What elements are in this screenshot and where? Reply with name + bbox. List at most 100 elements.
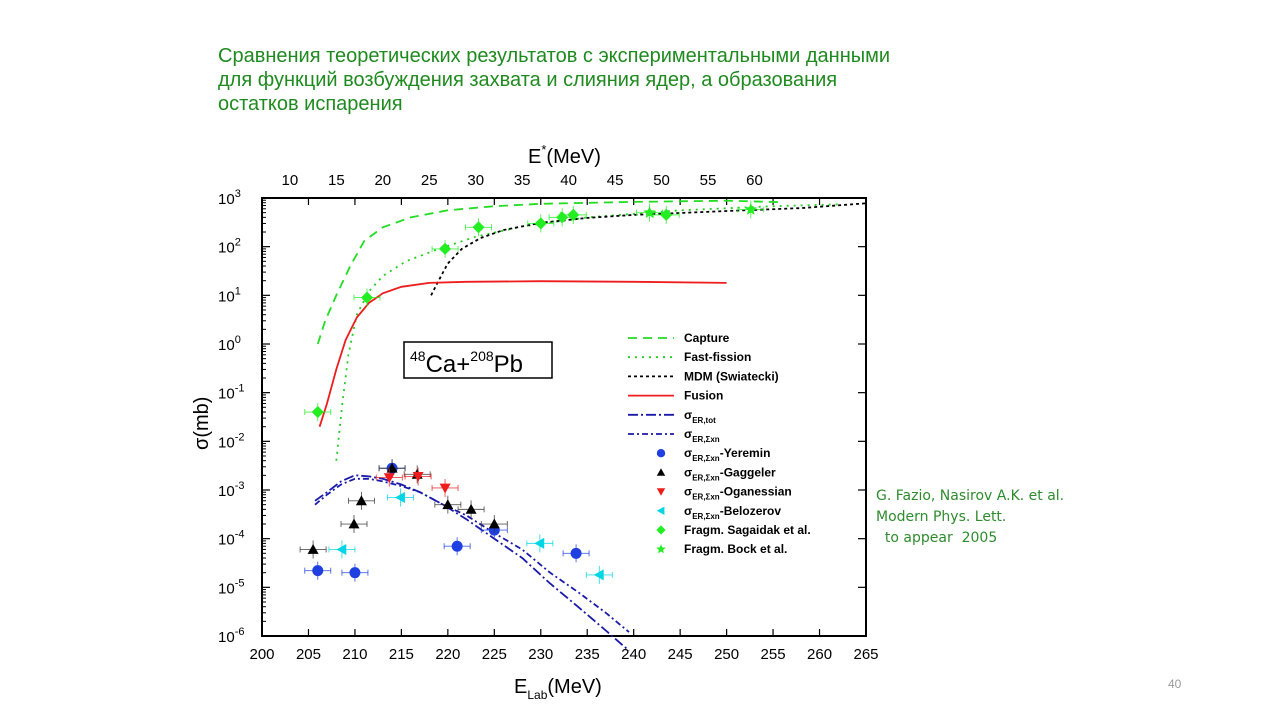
top-x-tick-label: 10	[282, 172, 299, 189]
legend: Capture Fast-fission MDM (Swiatecki) Fusion…	[628, 331, 811, 556]
top-x-tick-label: 55	[700, 172, 717, 189]
top-x-tick-label: 15	[328, 172, 345, 189]
x-tick-label: 200	[249, 646, 274, 663]
legend-label: MDM (Swiatecki)	[684, 369, 779, 383]
x-tick-label: 260	[807, 646, 832, 663]
plot-frame	[261, 197, 867, 637]
y-tick-label: 101	[218, 285, 241, 305]
point-diamond	[567, 208, 580, 221]
point-triangle-up	[488, 518, 500, 529]
x-tick-label: 265	[853, 646, 878, 663]
point-diamond	[472, 221, 485, 234]
x-tick-label: 215	[389, 646, 414, 663]
top-x-tick-label: 40	[560, 172, 577, 189]
point-triangle-up	[442, 499, 454, 510]
point-triangle-up	[465, 503, 477, 514]
curve-mdm-swiatecki-	[430, 202, 867, 296]
point-star	[744, 203, 757, 215]
y-tick-label: 10-1	[218, 383, 244, 403]
point-triangle-left	[395, 492, 405, 503]
point-triangle-up	[355, 495, 367, 506]
legend-label: Capture	[684, 331, 730, 345]
top-axis-label: E*(MeV)	[528, 142, 601, 168]
reference-note: G. Fazio, Nasirov A.K. et al. Modern Phy…	[876, 486, 1064, 549]
point-star	[656, 544, 666, 554]
point-triangle-left	[336, 544, 347, 555]
model-curves	[314, 199, 867, 652]
point-triangle-down	[383, 473, 395, 484]
reference-line-1: G. Fazio, Nasirov A.K. et al.	[876, 488, 1065, 504]
slide-title: Сравнения теоретических результатов с эк…	[218, 44, 1078, 116]
point-diamond	[556, 211, 569, 224]
point-triangle-down	[412, 472, 424, 482]
legend-label: σER,Σxn-Yeremin	[684, 446, 770, 463]
reaction-label: 48Ca+208Pb	[410, 348, 523, 378]
point-triangle-left	[593, 569, 604, 581]
curve-fusion	[318, 280, 727, 427]
x-tick-label: 205	[296, 646, 321, 663]
point-diamond	[660, 208, 673, 221]
point-diamond	[311, 406, 324, 419]
point-triangle-up	[656, 468, 666, 476]
y-tick-label: 10-2	[218, 431, 244, 451]
point-diamond	[656, 525, 666, 535]
curve-capture	[316, 199, 783, 345]
experimental-points	[299, 200, 765, 584]
y-tick-label: 10-4	[218, 529, 244, 549]
point-circle	[349, 567, 361, 579]
x-tick-label: 255	[761, 646, 786, 663]
point-triangle-up	[348, 518, 360, 529]
y-tick-label: 10-3	[218, 480, 244, 500]
legend-label: Fragm. Sagaidak et al.	[684, 523, 811, 537]
legend-label: σER,Σxn-Oganessian	[684, 485, 792, 502]
x-axis-label: ELab(MeV)	[514, 676, 602, 702]
legend-label: σER,tot	[684, 408, 716, 425]
page-number: 40	[1168, 677, 1182, 691]
point-circle	[656, 449, 666, 458]
y-tick-label: 103	[218, 188, 241, 208]
x-tick-label: 235	[575, 646, 600, 663]
point-circle	[451, 540, 463, 552]
point-triangle-up	[307, 544, 319, 554]
point-star	[643, 206, 656, 218]
point-triangle-left	[534, 537, 545, 549]
top-x-tick-label: 20	[374, 172, 391, 189]
x-tick-label: 220	[435, 646, 460, 663]
title-line-1: Сравнения теоретических результатов с эк…	[218, 45, 891, 67]
axis-ticks: 200 205 210 215 220 225 230 235 240 245 250 255 260 2…	[218, 172, 879, 663]
point-diamond	[439, 242, 452, 255]
point-diamond	[534, 217, 547, 230]
x-tick-label: 210	[342, 646, 367, 663]
x-tick-label: 250	[714, 646, 739, 663]
y-tick-label: 100	[218, 334, 241, 354]
curve--er-xn	[314, 477, 630, 633]
title-line-3: остатков испарения	[218, 93, 403, 115]
curve-fast-fission	[335, 203, 839, 461]
reaction-label-box	[403, 341, 553, 379]
legend-label: Fusion	[684, 389, 723, 403]
point-diamond	[361, 291, 374, 304]
legend-label: σER,Σxn-Gaggeler	[684, 465, 776, 482]
x-tick-label: 240	[621, 646, 646, 663]
x-tick-label: 230	[528, 646, 553, 663]
legend-label: σER,Σxn	[684, 427, 720, 444]
point-triangle-down	[656, 488, 666, 496]
top-x-tick-label: 35	[514, 172, 531, 189]
point-triangle-left	[656, 506, 665, 515]
top-x-tick-label: 60	[746, 172, 763, 189]
y-axis-label: σ(mb)	[191, 397, 213, 450]
title-line-2: для функций возбуждения захвата и слияни…	[218, 69, 838, 91]
top-x-tick-label: 25	[421, 172, 438, 189]
legend-label: Fragm. Bock et al.	[684, 542, 787, 556]
point-circle	[570, 547, 582, 559]
reference-line-3: to appear 2005	[876, 530, 998, 546]
top-x-tick-label: 30	[467, 172, 484, 189]
point-triangle-down	[439, 483, 451, 494]
y-tick-label: 10-6	[218, 626, 244, 646]
top-x-tick-label: 50	[653, 172, 670, 189]
legend-label: σER,Σxn-Belozerov	[684, 504, 781, 521]
y-tick-label: 102	[218, 237, 241, 257]
y-tick-label: 10-5	[218, 577, 244, 597]
x-tick-label: 225	[482, 646, 507, 663]
